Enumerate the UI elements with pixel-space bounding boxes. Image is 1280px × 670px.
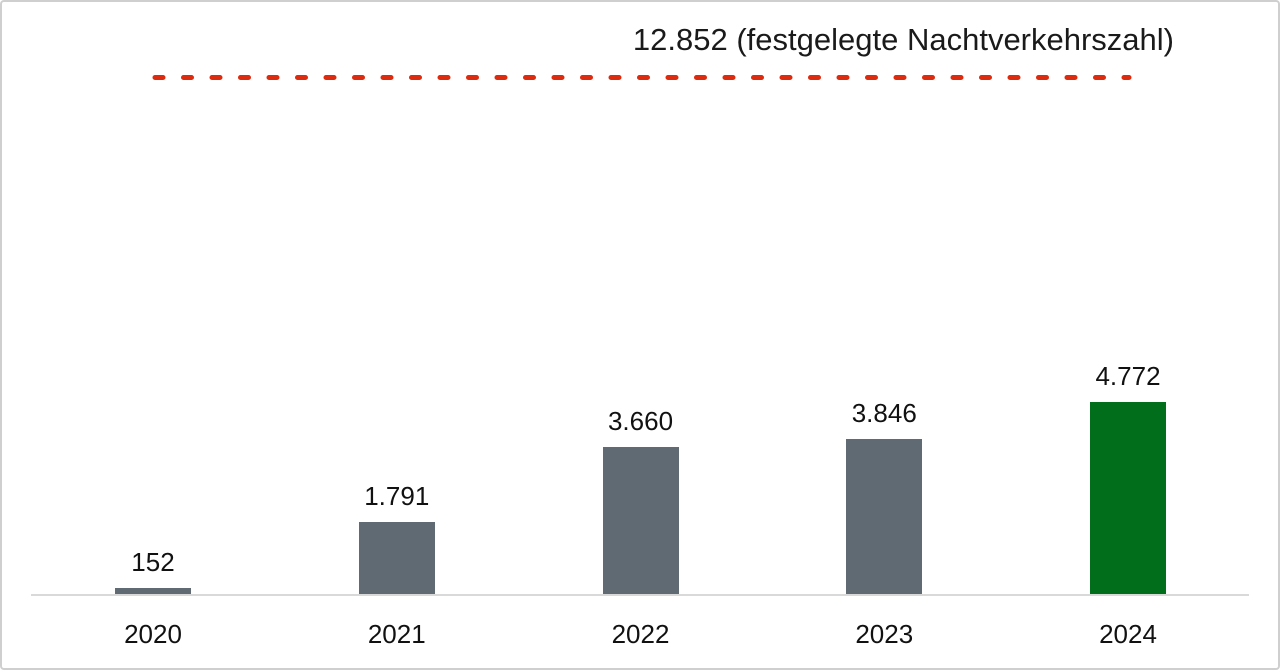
- x-axis-label-2024: 2024: [1099, 619, 1157, 649]
- bar-value-label-2022: 3.660: [607, 406, 674, 436]
- bar-2021: [358, 522, 435, 594]
- x-axis-label-2021: 2021: [367, 619, 426, 649]
- bar-value-label-2021: 1.791: [364, 481, 430, 511]
- bar-value-label-2020: 152: [131, 547, 175, 577]
- bar-2020: [115, 588, 191, 594]
- reference-line-label: 12.852 (festgelegte Nachtverkehrszahl): [632, 22, 1174, 57]
- bar-2024: [1090, 402, 1166, 594]
- bar-value-label-2023: 3.846: [851, 398, 917, 428]
- bar-value-label-2024: 4.772: [1095, 361, 1161, 391]
- bar-2023: [846, 439, 923, 594]
- x-axis-label-2022: 2022: [611, 619, 670, 649]
- x-axis-line: [31, 594, 1249, 596]
- bar-2022: [602, 447, 679, 594]
- x-axis-label-2020: 2020: [124, 619, 182, 649]
- x-axis-label-2023: 2023: [855, 619, 914, 649]
